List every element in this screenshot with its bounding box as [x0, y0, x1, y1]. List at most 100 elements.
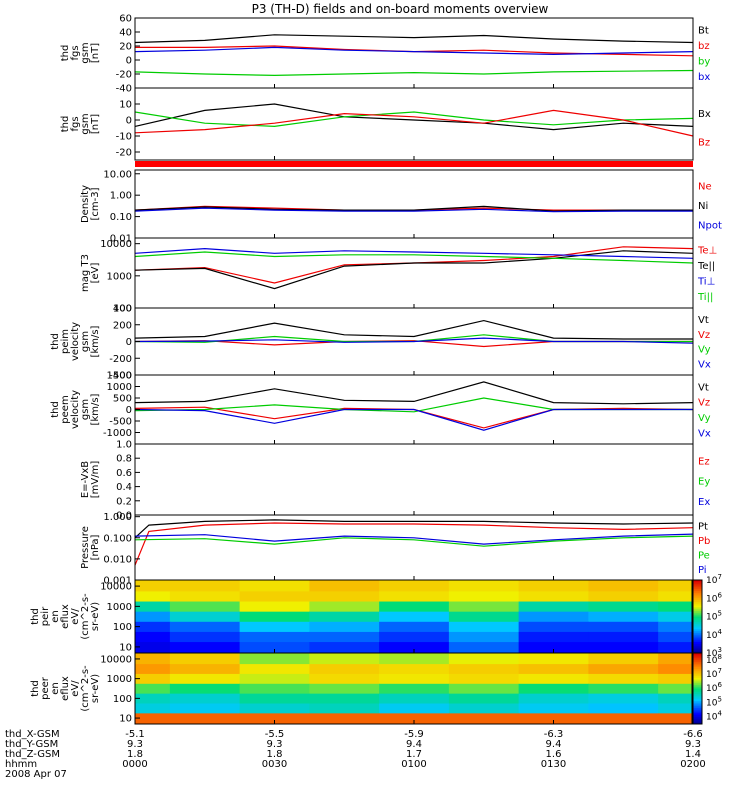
y-tick-label: 0 — [126, 405, 132, 416]
y-tick-label: 0.6 — [116, 468, 132, 479]
colorbar-segment — [692, 684, 702, 688]
legend-entry: Te|| — [697, 261, 715, 272]
colorbar-tick-label: 105 — [706, 695, 722, 708]
series-line-by — [134, 69, 694, 77]
heatmap-cell — [239, 653, 310, 665]
colorbar-segment — [692, 616, 702, 619]
colorbar-segment — [692, 706, 702, 709]
legend-entry: Ne — [698, 181, 712, 192]
heatmap-cell — [658, 693, 694, 705]
colorbar-segment — [692, 722, 702, 725]
y-axis-label: Pressure — [80, 526, 91, 569]
heatmap-cell — [135, 673, 171, 685]
footer-value: 9.4 — [546, 739, 562, 750]
y-tick-label: 1000 — [107, 602, 132, 613]
heatmap-cell — [309, 601, 380, 613]
y-axis-label: eflux — [60, 676, 71, 701]
colorbar-segment — [692, 658, 702, 661]
colorbar-segment — [692, 708, 702, 711]
heatmap-cell — [135, 601, 171, 613]
colorbar-segment — [692, 649, 702, 652]
colorbar-segment — [692, 631, 702, 634]
colorbar-segment — [692, 603, 702, 607]
heatmap-cell — [588, 642, 659, 654]
heatmap-cell — [588, 713, 659, 725]
y-axis-label: velocity — [70, 322, 81, 361]
y-axis-label: Density — [80, 185, 91, 223]
y-tick-label: 10 — [119, 100, 132, 111]
heatmap-cell — [239, 683, 310, 695]
heatmap-cell — [448, 673, 520, 685]
colorbar-tick-label: 107 — [706, 667, 722, 680]
colorbar-segment — [692, 688, 702, 691]
heatmap-cell — [169, 611, 241, 623]
heatmap-cell — [169, 653, 241, 665]
y-tick-label: 400 — [113, 304, 132, 315]
heatmap-cell — [379, 653, 450, 665]
heatmap-cell — [448, 611, 520, 623]
colorbar-segment — [692, 716, 702, 720]
footer-value: 9.3 — [267, 739, 283, 750]
y-tick-label: 10000 — [100, 582, 132, 593]
colorbar-segment — [692, 672, 702, 675]
panel-frame — [134, 169, 694, 239]
y-tick-label: 1.0 — [116, 440, 132, 451]
heatmap-cell — [169, 693, 241, 705]
heatmap-cell — [518, 621, 589, 633]
y-axis-label: (cm^2-s- — [80, 665, 91, 712]
heatmap-cell — [448, 580, 520, 592]
panel-8: Pt Pb Pe Pi 1.000 0.100 0.010 0.001 Pressure [nPa… — [80, 512, 710, 586]
y-axis-label: thd — [60, 45, 71, 62]
heatmap-cell — [379, 621, 450, 633]
heatmap-cell — [239, 601, 310, 613]
heatmap-cell — [658, 653, 694, 665]
series-line-vx — [134, 408, 693, 431]
heatmap-cell — [239, 703, 310, 714]
colorbar-segment — [692, 683, 702, 686]
y-axis-label: peer — [40, 676, 51, 700]
y-tick-label: -400 — [109, 371, 132, 382]
footer-value: -6.6 — [683, 729, 703, 740]
y-tick-label: 10 — [119, 714, 132, 725]
heatmap-cell — [518, 631, 589, 643]
colorbar-segment — [692, 585, 702, 588]
y-axis-label: thd — [30, 608, 41, 625]
footer-value: 1.4 — [685, 749, 701, 760]
heatmap-cell — [239, 621, 310, 633]
colorbar-segment — [692, 642, 702, 645]
colorbar-segment — [692, 651, 702, 654]
y-axis-label: fgs — [70, 45, 81, 60]
heatmap-cell — [379, 580, 450, 592]
y-axis-label: gsm — [80, 113, 91, 134]
panel-4: Te⊥ Te|| Ti⊥ Ti|| 10000 1000 100 mag T3 [eV] — [80, 237, 717, 315]
legend-entry: bz — [698, 41, 710, 52]
colorbar-segment — [692, 587, 702, 590]
y-axis-label: [mV/m] — [90, 461, 101, 499]
colorbar-segment — [692, 607, 702, 610]
y-axis-label: [nT] — [90, 114, 101, 134]
footer-value: -6.3 — [544, 729, 564, 740]
heatmap-cell — [518, 673, 589, 685]
series-line-pt — [134, 519, 694, 539]
colorbar-segment — [692, 589, 702, 592]
colorbar-segment — [692, 596, 702, 599]
y-tick-label: 0.4 — [116, 482, 132, 493]
heatmap-cell — [169, 591, 241, 603]
heatmap-cell — [169, 713, 241, 725]
heatmap-cell — [588, 611, 659, 623]
heatmap-cell — [518, 664, 589, 675]
heatmap-cell — [135, 664, 171, 675]
colorbar-segment — [692, 583, 702, 586]
colorbar-segment — [692, 612, 702, 616]
y-tick-label: 0.2 — [116, 496, 132, 507]
y-tick-label: 0.8 — [116, 454, 132, 465]
y-axis-label: sr-eV) — [90, 602, 101, 631]
series-line-bx — [134, 46, 694, 56]
colorbar-segment — [692, 629, 702, 632]
colorbar-segment — [692, 594, 702, 597]
colorbar-segment — [692, 609, 702, 612]
series-line-vz — [134, 406, 694, 429]
heatmap-cell — [379, 693, 450, 705]
y-tick-label: 100 — [113, 694, 132, 705]
